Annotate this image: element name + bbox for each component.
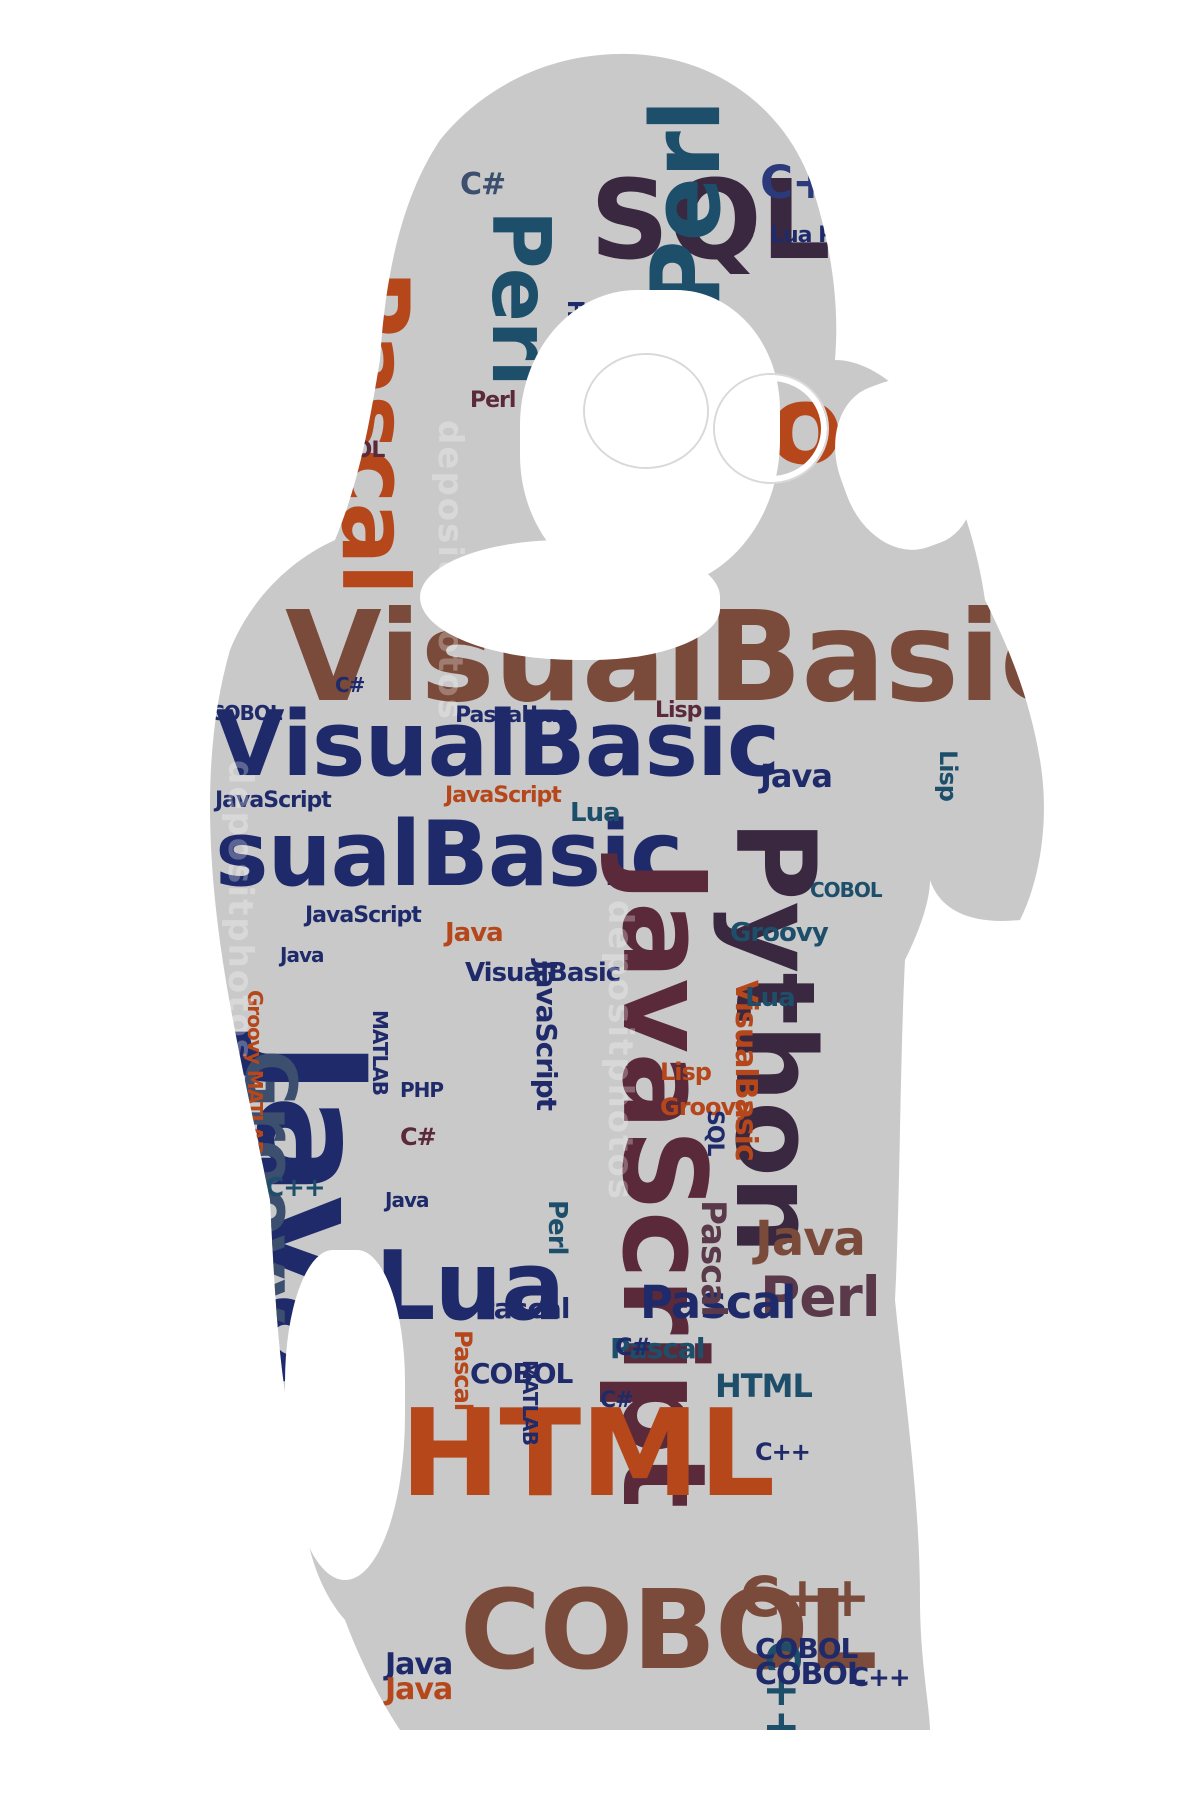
silhouette-body [210,53,1044,1730]
cloud-word: Java [755,1211,865,1267]
watermark-text: depositphotos [600,900,640,1201]
cloud-word: Java [445,918,503,948]
cloud-word: Pascal [640,1276,796,1329]
cloud-word: JavaScript [305,903,421,928]
cloud-word: Java [385,1647,453,1682]
cloud-word: Java [385,1188,429,1212]
cloud-word: Perl [760,1265,880,1329]
cloud-word: C# [335,673,365,697]
cloud-word: JavaScript [445,783,561,808]
cloud-word: Java [280,943,324,967]
cloud-word: Perl [470,388,516,413]
cloud-word: Perl [632,100,742,310]
cloud-word: MATLAB [368,1010,392,1095]
cloud-word: HTML [715,1367,812,1405]
cloud-word: VisualBasic [465,958,621,988]
cloud-word: Pascal [693,1200,733,1316]
watermark-text: depositphotos [220,760,260,1061]
cloud-word: Groovy [730,918,828,948]
cloud-word: HTML [400,1385,775,1524]
cloud-word: Groovy [660,1093,750,1121]
cloud-word: sualBasic [215,802,683,907]
left-glasses-lens [585,355,707,467]
cloud-word: Lua [375,1232,565,1342]
cloud-word: Lua [745,983,795,1013]
cloud-word: C# [400,1123,436,1151]
cloud-word: SQL [590,156,830,284]
cloud-word: Lisp [655,698,702,723]
cloud-word: COBOL [755,1632,858,1665]
cloud-word: Lua [530,703,572,728]
cloud-word: JavaScript [530,960,563,1111]
cloud-word: Pascal [455,703,528,728]
cloud-word: COBOL [470,1357,573,1390]
cloud-word: COBOL [810,878,882,902]
cloud-word: Pascal [610,1332,705,1365]
cloud-word: Lua [570,798,620,828]
cloud-word: Java [760,757,832,795]
cloud-word: C# [600,1388,633,1413]
cloud-word: C++ [740,1565,870,1629]
cloud-word: VisualBasic [215,692,780,797]
cloud-word: Pascal [449,1330,477,1411]
cloud-word: COBOL [755,1657,866,1692]
cloud-word: C++ [755,1438,810,1466]
cloud-word: Lisp [660,1058,711,1086]
cloud-word: MATLAB [518,1360,542,1445]
cloud-word: C++ [265,1173,325,1203]
cloud-word: Pascal [475,1292,570,1325]
cloud-word: COBOL [210,701,282,725]
lower-hand-cutout [285,1250,405,1580]
cloud-word: COBOL [460,1566,877,1694]
cloud-word: Java [385,1672,453,1707]
cloud-word: PHP [400,1078,444,1102]
cloud-word: C++ [850,1663,910,1693]
cloud-word: Perl [542,1200,572,1255]
cloud-word: JavaScript [215,788,331,813]
right-glasses-lens [715,375,827,482]
neck-cutout [420,540,720,660]
cloud-word: C# [615,1333,651,1361]
cloud-word: Lisp [934,750,962,801]
cloud-word: C# [460,167,506,202]
watermark-text: depositphotos [430,420,470,721]
cloud-word: SQL [702,1110,727,1156]
